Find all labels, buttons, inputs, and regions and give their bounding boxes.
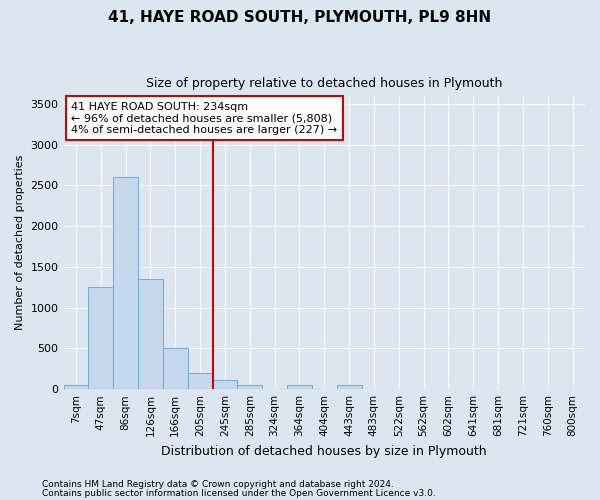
Bar [64, 385, 88, 389]
Bar [113, 178, 138, 389]
Bar [212, 380, 238, 389]
Text: Contains public sector information licensed under the Open Government Licence v3: Contains public sector information licen… [42, 489, 436, 498]
Y-axis label: Number of detached properties: Number of detached properties [15, 155, 25, 330]
Bar [337, 385, 362, 389]
Title: Size of property relative to detached houses in Plymouth: Size of property relative to detached ho… [146, 78, 502, 90]
Bar [88, 288, 113, 389]
Text: 41 HAYE ROAD SOUTH: 234sqm
← 96% of detached houses are smaller (5,808)
4% of se: 41 HAYE ROAD SOUTH: 234sqm ← 96% of deta… [71, 102, 337, 135]
Bar [287, 385, 312, 389]
X-axis label: Distribution of detached houses by size in Plymouth: Distribution of detached houses by size … [161, 444, 487, 458]
Bar [163, 348, 188, 389]
Text: Contains HM Land Registry data © Crown copyright and database right 2024.: Contains HM Land Registry data © Crown c… [42, 480, 394, 489]
Text: 41, HAYE ROAD SOUTH, PLYMOUTH, PL9 8HN: 41, HAYE ROAD SOUTH, PLYMOUTH, PL9 8HN [109, 10, 491, 25]
Bar [238, 385, 262, 389]
Bar [188, 373, 212, 389]
Bar [138, 279, 163, 389]
